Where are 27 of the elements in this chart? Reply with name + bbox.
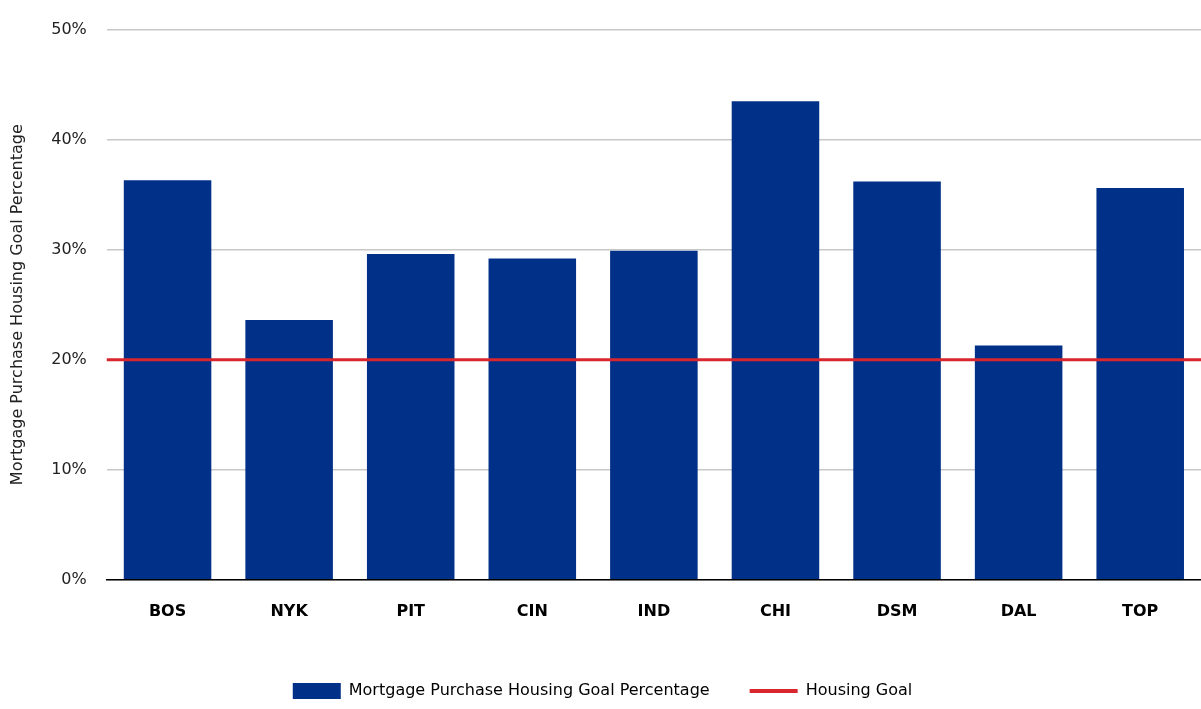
x-tick-label: CHI: [759, 600, 792, 620]
bar: [488, 258, 577, 580]
x-tick-label: NYK: [270, 600, 309, 620]
x-tick-label: DSM: [876, 600, 918, 620]
legend-label: Housing Goal: [805, 680, 913, 700]
x-tick-label: IND: [637, 600, 671, 620]
y-tick-label: 10%: [51, 458, 87, 478]
x-tick-label: PIT: [396, 600, 426, 620]
bar: [731, 101, 820, 580]
bar: [853, 181, 941, 580]
bar: [610, 250, 698, 580]
y-tick-label: 40%: [51, 128, 87, 148]
bar: [974, 345, 1063, 580]
bar: [245, 320, 333, 580]
y-tick-label: 30%: [51, 238, 87, 258]
y-axis-title: Mortgage Purchase Housing Goal Percentage: [6, 124, 26, 486]
x-tick-label: CIN: [516, 600, 548, 620]
x-tick-label: TOP: [1122, 600, 1159, 620]
y-tick-label: 20%: [51, 348, 87, 368]
x-tick-label: BOS: [148, 600, 187, 620]
bar: [1096, 188, 1184, 580]
y-tick-label: 0%: [61, 568, 87, 588]
bar: [123, 180, 212, 580]
y-tick-label: 50%: [51, 18, 87, 38]
x-tick-label: DAL: [1000, 600, 1037, 620]
bar: [366, 254, 455, 580]
legend-label: Mortgage Purchase Housing Goal Percentage: [348, 680, 710, 700]
